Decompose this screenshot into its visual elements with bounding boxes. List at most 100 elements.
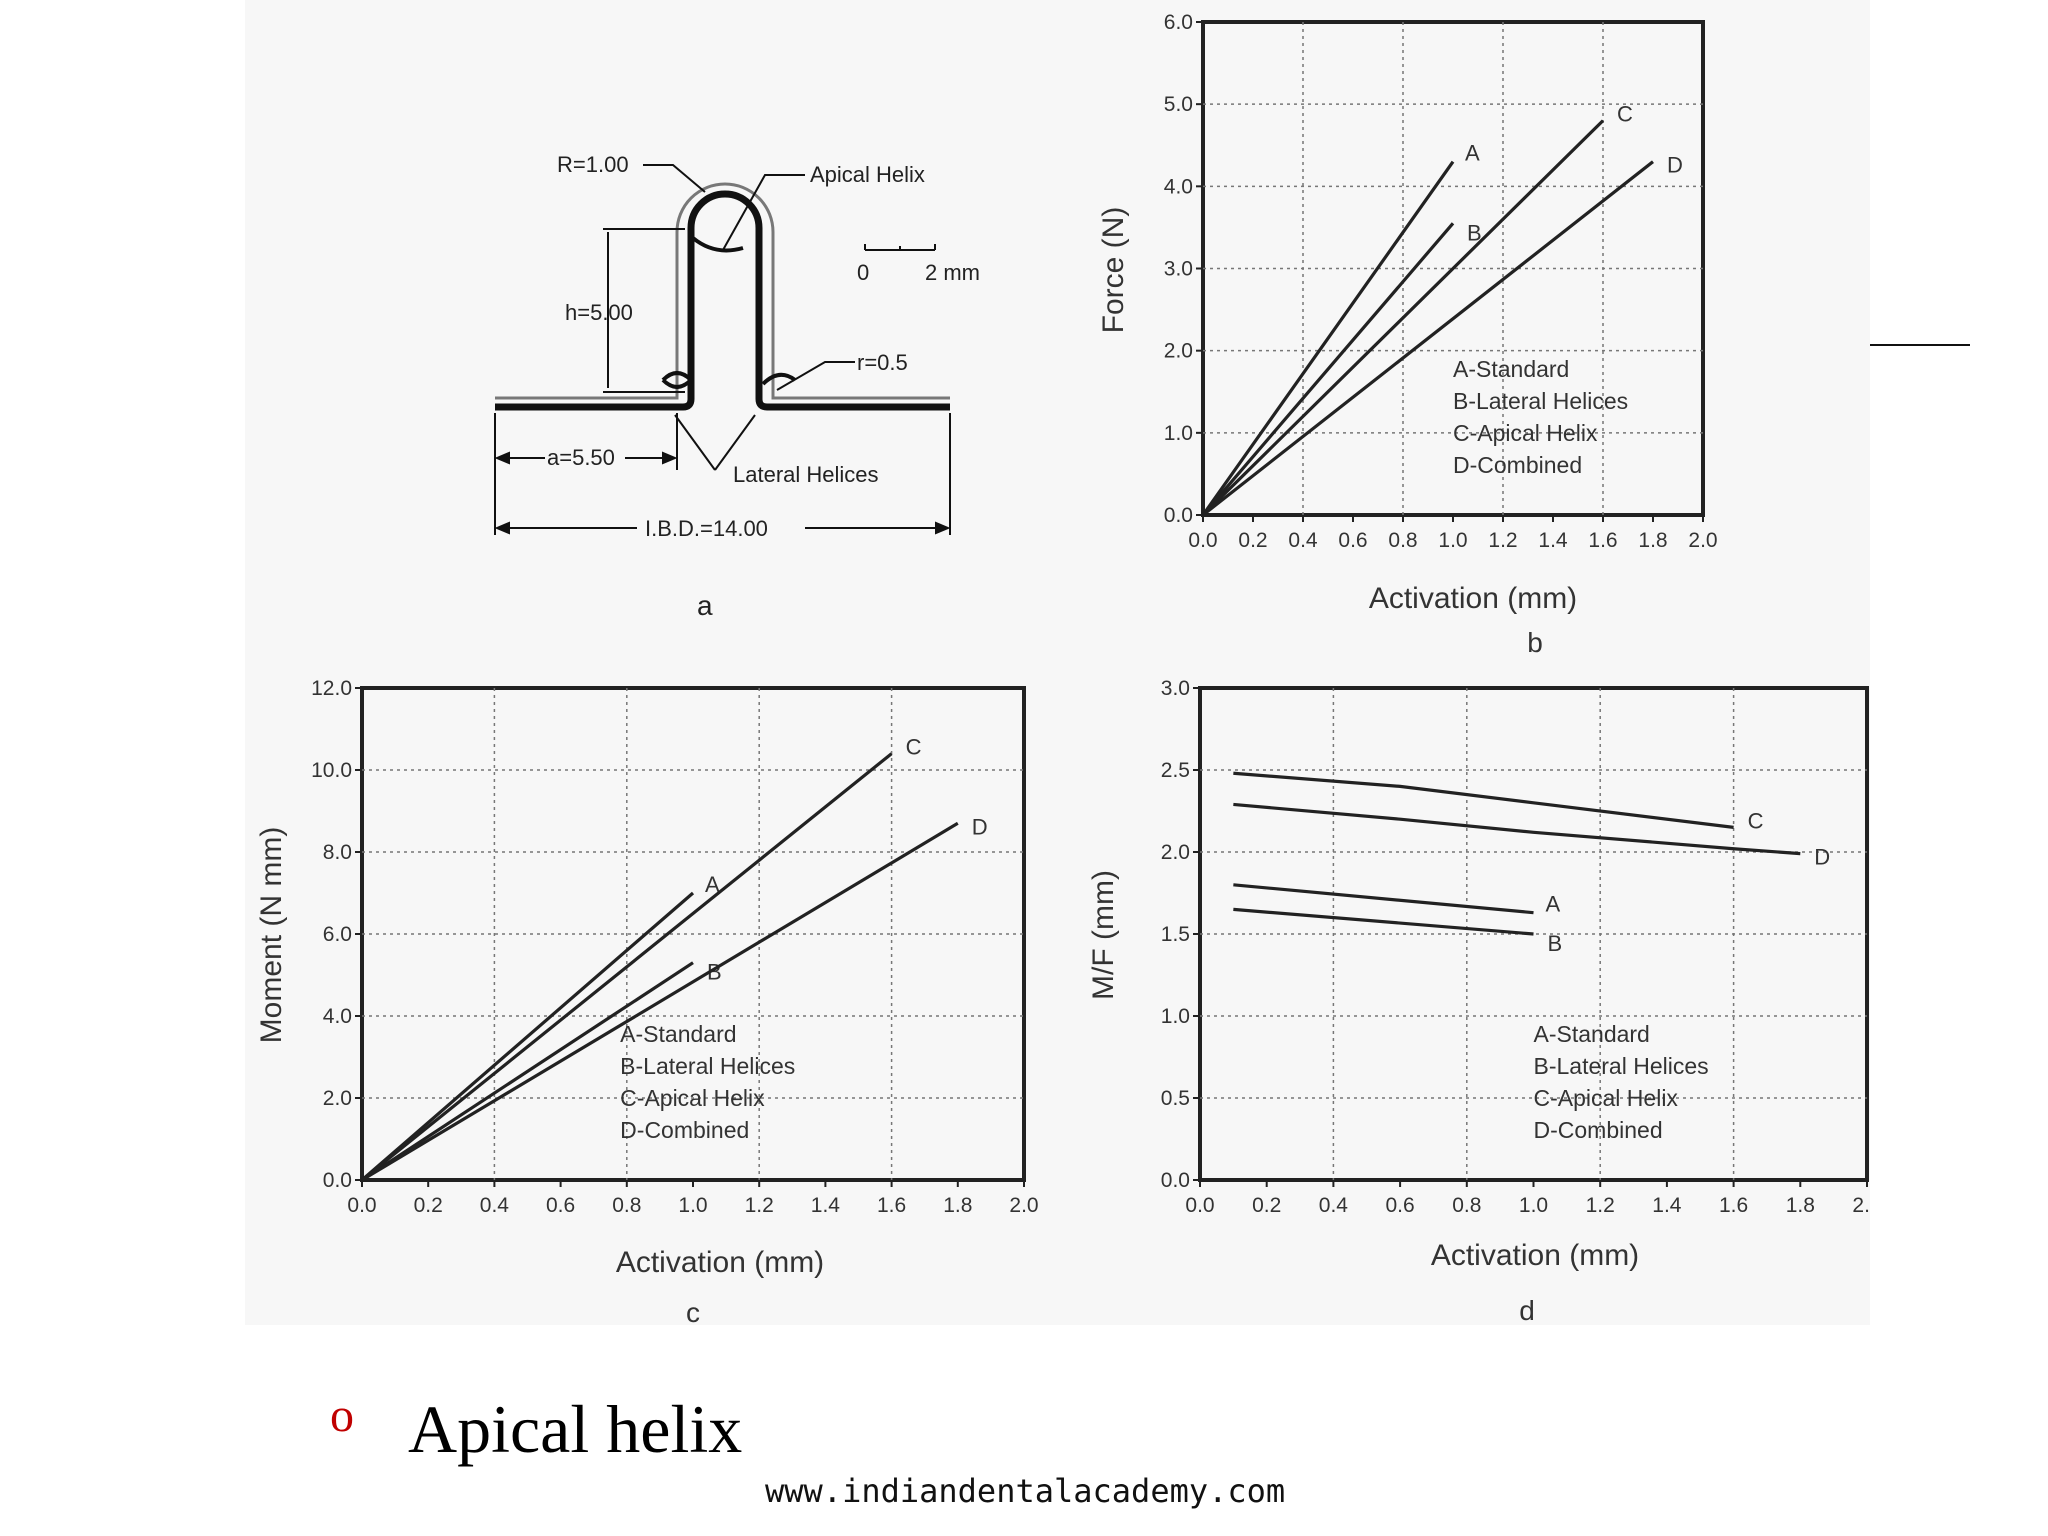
charts-group: 0.0 0.2 0.4 0.6 0.8 1.0 1.2 1.4 1.6 1.8 2.0 0.0 1.0 2… bbox=[255, 11, 1870, 1325]
panel-letter-a: a bbox=[697, 590, 713, 621]
series-label-c: C bbox=[1748, 808, 1764, 833]
dim-a bbox=[494, 413, 678, 535]
x-tick-label: 2.0 bbox=[1009, 1194, 1038, 1217]
y-tick-label: 2.0 bbox=[1161, 841, 1190, 864]
y-tick-label: 1.0 bbox=[1161, 1005, 1190, 1028]
series-line-b bbox=[1201, 222, 1455, 517]
series-line-b bbox=[1233, 907, 1534, 936]
y-tick-label: 1.5 bbox=[1161, 923, 1190, 946]
legend-entry: A-Standard bbox=[620, 1021, 736, 1047]
x-tick-label: 0.8 bbox=[1388, 529, 1417, 552]
y-tick-label: 2.0 bbox=[323, 1087, 352, 1110]
x-tick-label: 0.4 bbox=[1319, 1194, 1349, 1217]
scale-zero: 0 bbox=[857, 260, 869, 285]
series-label-a: A bbox=[1465, 141, 1480, 166]
series-line-a bbox=[360, 891, 695, 1182]
x-tick-label: 0.2 bbox=[414, 1194, 443, 1217]
x-tick-label: 0.2 bbox=[1238, 529, 1267, 552]
y-tick-label: 0.0 bbox=[1161, 1169, 1190, 1192]
x-tick-label: 1.6 bbox=[877, 1194, 906, 1217]
x-tick-label: 0.8 bbox=[1452, 1194, 1481, 1217]
label-R: R=1.00 bbox=[557, 152, 629, 177]
chart-d: 0.0 0.2 0.4 0.6 0.8 1.0 1.2 1.4 1.6 1.8 2.0 0.0 0.5 1… bbox=[1087, 677, 1870, 1325]
x-tick-label: 1.4 bbox=[1652, 1194, 1682, 1217]
bullet-glyph: o bbox=[330, 1389, 354, 1442]
series-label-c: C bbox=[1617, 102, 1633, 127]
series-label-d: D bbox=[972, 814, 988, 839]
series-line-d bbox=[361, 821, 959, 1182]
panel-letter-c: c bbox=[686, 1297, 700, 1325]
slide-heading: Apical helix bbox=[408, 1391, 743, 1467]
x-tick-label: 0.6 bbox=[546, 1194, 575, 1217]
x-tick-label: 0.0 bbox=[347, 1194, 376, 1217]
x-tick-label: 0.6 bbox=[1338, 529, 1367, 552]
label-ibd: I.B.D.=14.00 bbox=[645, 516, 768, 541]
x-tick-label: 1.0 bbox=[678, 1194, 707, 1217]
side-rule bbox=[1870, 344, 1970, 346]
label-h: h=5.00 bbox=[565, 300, 633, 325]
chart-c: 0.0 0.2 0.4 0.6 0.8 1.0 1.2 1.4 1.6 1.8 2.0 0.0 2.0 4… bbox=[255, 677, 1039, 1325]
x-tick-label: 1.6 bbox=[1588, 529, 1617, 552]
apical-helix-mark bbox=[691, 236, 744, 253]
legend-entry: A-Standard bbox=[1453, 356, 1569, 382]
y-tick-label: 0.5 bbox=[1161, 1087, 1190, 1110]
legend-entry: C-Apical Helix bbox=[1534, 1085, 1679, 1111]
y-tick-label: 6.0 bbox=[323, 923, 352, 946]
legend-entry: B-Lateral Helices bbox=[620, 1053, 795, 1079]
series-line-d bbox=[1202, 160, 1654, 517]
y-tick-label: 5.0 bbox=[1164, 93, 1193, 116]
x-tick-label: 1.8 bbox=[1786, 1194, 1815, 1217]
x-tick-label: 1.8 bbox=[1638, 529, 1667, 552]
chart-b: 0.0 0.2 0.4 0.6 0.8 1.0 1.2 1.4 1.6 1.8 2.0 0.0 1.0 2… bbox=[1097, 11, 1718, 658]
series-label-d: D bbox=[1667, 153, 1683, 178]
y-tick-label: 1.0 bbox=[1164, 422, 1193, 445]
x-tick-label: 0.8 bbox=[612, 1194, 641, 1217]
label-lateral-helices: Lateral Helices bbox=[733, 462, 879, 487]
panel-letter-b: b bbox=[1527, 627, 1543, 658]
series-line-c bbox=[360, 752, 893, 1182]
x-tick-label: 1.2 bbox=[1488, 529, 1517, 552]
y-tick-label: 3.0 bbox=[1164, 258, 1193, 281]
y-tick-label: 3.0 bbox=[1161, 677, 1190, 700]
y-tick-label: 10.0 bbox=[311, 759, 352, 782]
label-apical-helix: Apical Helix bbox=[810, 162, 925, 187]
scale-bar bbox=[864, 244, 936, 251]
y-axis-label: M/F (mm) bbox=[1087, 870, 1120, 1000]
y-tick-label: 2.5 bbox=[1161, 759, 1190, 782]
x-tick-label: 0.6 bbox=[1385, 1194, 1414, 1217]
series-label-a: A bbox=[705, 872, 720, 897]
loop-diagram bbox=[494, 164, 951, 535]
scale-two-mm: 2 mm bbox=[925, 260, 980, 285]
dim-ibd-arrows bbox=[494, 521, 951, 535]
loop-wire-outer bbox=[495, 190, 950, 411]
series-line-a bbox=[1233, 883, 1534, 915]
label-a: a=5.50 bbox=[547, 445, 615, 470]
loop-wire-inner bbox=[495, 182, 950, 400]
x-tick-label: 0.4 bbox=[1288, 529, 1318, 552]
x-axis-label: Activation (mm) bbox=[616, 1246, 824, 1279]
x-tick-label: 1.2 bbox=[1586, 1194, 1615, 1217]
footer-url: www.indiandentalacademy.com bbox=[765, 1472, 1286, 1510]
legend-entry: C-Apical Helix bbox=[1453, 420, 1598, 446]
x-tick-label: 1.8 bbox=[943, 1194, 972, 1217]
x-tick-label: 1.4 bbox=[811, 1194, 841, 1217]
legend-entry: C-Apical Helix bbox=[620, 1085, 765, 1111]
legend-entry: B-Lateral Helices bbox=[1534, 1053, 1709, 1079]
x-tick-label: 0.2 bbox=[1252, 1194, 1281, 1217]
figure-panel: R=1.00 Apical Helix h=5.00 r=0.5 a=5.50 … bbox=[245, 0, 1870, 1325]
series-line-c bbox=[1201, 119, 1605, 517]
y-axis-label: Force (N) bbox=[1097, 207, 1130, 334]
label-r: r=0.5 bbox=[857, 350, 908, 375]
legend-entry: A-Standard bbox=[1534, 1021, 1650, 1047]
leader-apical bbox=[722, 174, 805, 251]
dim-ibd bbox=[501, 413, 951, 535]
y-tick-label: 2.0 bbox=[1164, 340, 1193, 363]
y-tick-label: 8.0 bbox=[323, 841, 352, 864]
dim-h bbox=[603, 228, 685, 393]
x-tick-label: 1.2 bbox=[745, 1194, 774, 1217]
x-tick-label: 0.0 bbox=[1185, 1194, 1214, 1217]
series-label-a: A bbox=[1546, 892, 1561, 917]
x-tick-label: 0.4 bbox=[480, 1194, 510, 1217]
series-label-b: B bbox=[1548, 931, 1563, 956]
x-axis-label: Activation (mm) bbox=[1369, 582, 1577, 615]
